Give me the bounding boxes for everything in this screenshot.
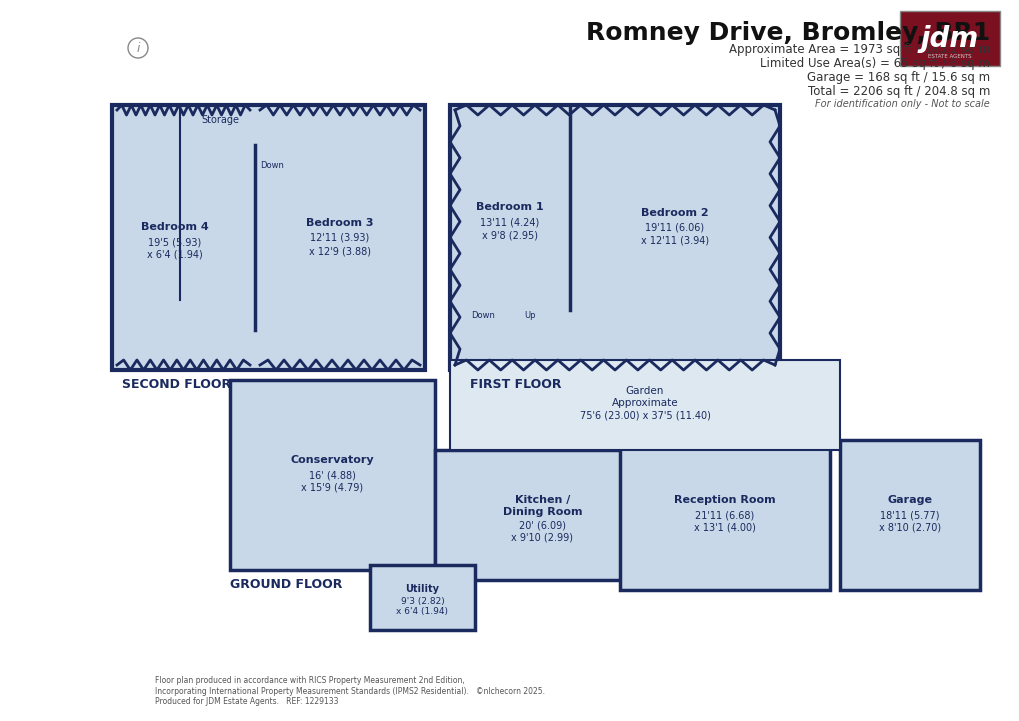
Text: Up: Up: [524, 311, 535, 319]
Text: Total = 2206 sq ft / 204.8 sq m: Total = 2206 sq ft / 204.8 sq m: [807, 85, 989, 98]
Text: GROUND FLOOR: GROUND FLOOR: [229, 578, 342, 591]
Bar: [449, 105, 780, 370]
Text: jdm: jdm: [920, 25, 978, 53]
Text: Approximate Area = 1973 sq ft / 183.2 sq m: Approximate Area = 1973 sq ft / 183.2 sq…: [728, 43, 989, 56]
Bar: [112, 105, 425, 370]
Bar: [840, 440, 979, 590]
Text: Bedroom 4: Bedroom 4: [141, 223, 209, 232]
Text: x 9'8 (2.95): x 9'8 (2.95): [482, 231, 537, 241]
Text: i: i: [137, 42, 140, 55]
Text: x 12'9 (3.88): x 12'9 (3.88): [309, 247, 371, 257]
Text: Storage: Storage: [201, 115, 238, 125]
Bar: [620, 440, 829, 590]
Text: Utility: Utility: [406, 585, 439, 595]
Text: 19'5 (5.93): 19'5 (5.93): [148, 237, 202, 247]
Text: SECOND FLOOR: SECOND FLOOR: [122, 379, 231, 392]
Text: Garage = 168 sq ft / 15.6 sq m: Garage = 168 sq ft / 15.6 sq m: [806, 71, 989, 84]
Text: x 15'9 (4.79): x 15'9 (4.79): [302, 483, 363, 493]
Text: FIRST FLOOR: FIRST FLOOR: [470, 379, 560, 392]
Text: Kitchen /: Kitchen /: [515, 495, 570, 505]
Text: x 6'4 (1.94): x 6'4 (1.94): [396, 607, 448, 616]
Text: 16' (4.88): 16' (4.88): [309, 470, 356, 480]
Text: Romney Drive, Bromley, BR1: Romney Drive, Bromley, BR1: [585, 21, 989, 45]
Text: Reception Room: Reception Room: [674, 495, 775, 505]
Text: Garage: Garage: [887, 495, 931, 505]
Text: x 12'11 (3.94): x 12'11 (3.94): [640, 236, 708, 245]
Text: 20' (6.09): 20' (6.09): [519, 520, 566, 530]
Bar: [899, 11, 999, 66]
Text: Down: Down: [260, 161, 283, 169]
Text: Limited Use Area(s) = 65 sq ft / 6 sq m: Limited Use Area(s) = 65 sq ft / 6 sq m: [759, 57, 989, 70]
Bar: [370, 565, 475, 630]
Text: Bedroom 3: Bedroom 3: [306, 218, 373, 228]
Text: Floor plan produced in accordance with RICS Property Measurement 2nd Edition,
In: Floor plan produced in accordance with R…: [155, 676, 544, 706]
Bar: [434, 450, 649, 580]
Text: 12'11 (3.93): 12'11 (3.93): [310, 232, 369, 242]
Text: Bedroom 1: Bedroom 1: [476, 203, 543, 213]
Text: x 6'4 (1.94): x 6'4 (1.94): [147, 249, 203, 260]
Text: Garden
Approximate: Garden Approximate: [611, 386, 678, 408]
Text: 18'11 (5.77): 18'11 (5.77): [879, 510, 938, 520]
Text: 13'11 (4.24): 13'11 (4.24): [480, 218, 539, 228]
Text: Conservatory: Conservatory: [290, 455, 374, 465]
Bar: [229, 380, 434, 570]
Bar: [449, 360, 840, 450]
Text: For identification only - Not to scale: For identification only - Not to scale: [814, 99, 989, 109]
Text: x 13'1 (4.00): x 13'1 (4.00): [693, 523, 755, 533]
Text: ESTATE AGENTS: ESTATE AGENTS: [927, 53, 971, 58]
Text: Dining Room: Dining Room: [502, 507, 582, 517]
Text: 19'11 (6.06): 19'11 (6.06): [645, 223, 704, 232]
Text: x 8'10 (2.70): x 8'10 (2.70): [878, 523, 941, 533]
Text: 9'3 (2.82): 9'3 (2.82): [400, 597, 444, 606]
Text: x 9'10 (2.99): x 9'10 (2.99): [511, 532, 573, 542]
Text: Down: Down: [471, 311, 494, 319]
Text: 75'6 (23.00) x 37'5 (11.40): 75'6 (23.00) x 37'5 (11.40): [579, 410, 710, 420]
Text: Bedroom 2: Bedroom 2: [641, 208, 708, 218]
Text: 21'11 (6.68): 21'11 (6.68): [695, 510, 754, 520]
